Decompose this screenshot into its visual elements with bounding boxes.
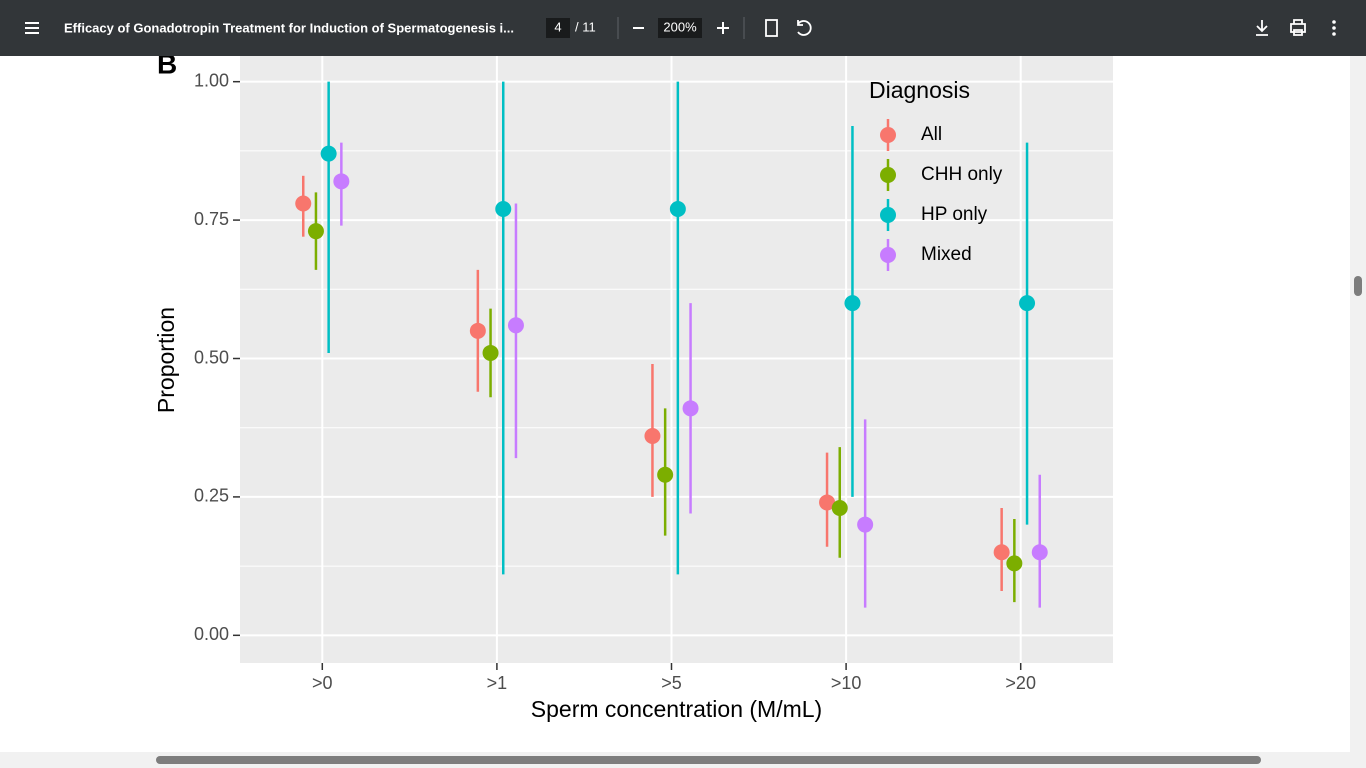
download[interactable] — [1256, 20, 1268, 36]
point — [320, 145, 337, 162]
x-tick-label: >5 — [661, 673, 682, 693]
point — [831, 499, 848, 516]
x-tick-label: >20 — [1005, 673, 1036, 693]
zoom-in[interactable] — [717, 22, 729, 34]
x-tick-label: >0 — [312, 673, 333, 693]
zoom-input[interactable] — [658, 18, 702, 38]
point — [682, 400, 699, 417]
point — [482, 344, 499, 361]
legend-title: Diagnosis — [869, 77, 970, 103]
point — [993, 544, 1010, 561]
legend-label: All — [921, 124, 942, 145]
page-count: / 11 — [575, 19, 596, 34]
y-tick-label: 0.50 — [194, 347, 229, 367]
rotate[interactable] — [797, 20, 812, 36]
legend-key — [880, 247, 896, 263]
page-number[interactable]: 4 — [554, 19, 561, 34]
legend-label: HP only — [921, 204, 988, 225]
point — [844, 295, 861, 312]
point — [1006, 555, 1023, 572]
chart: 0.00 0.25 0.50 0.75 1.00 >0 >1 >5 >10 >20 B Sperm c… — [153, 48, 1113, 722]
more-menu[interactable] — [1332, 20, 1336, 36]
point — [644, 428, 661, 445]
point — [507, 317, 524, 334]
menu-button[interactable] — [25, 22, 39, 34]
y-tick-label: 0.75 — [194, 209, 229, 229]
print[interactable] — [1290, 19, 1306, 36]
x-tick-label: >10 — [831, 673, 862, 693]
point — [819, 494, 836, 511]
legend-label: Mixed — [921, 244, 972, 265]
x-tick-label: >1 — [487, 673, 508, 693]
page-input[interactable] — [546, 18, 570, 38]
fit-page[interactable] — [765, 19, 778, 37]
point — [307, 223, 324, 240]
panel-label: B — [157, 48, 177, 79]
point — [495, 201, 512, 218]
y-tick-label: 1.00 — [194, 70, 229, 90]
document-title: Efficacy of Gonadotropin Treatment for I… — [64, 20, 514, 35]
point — [333, 173, 350, 190]
point — [469, 322, 486, 339]
point — [857, 516, 874, 533]
y-tick-label: 0.25 — [194, 486, 229, 506]
point — [295, 195, 312, 212]
legend-label: CHH only — [921, 164, 1003, 185]
scroll-thumb[interactable] — [156, 756, 1261, 764]
point — [669, 201, 686, 218]
point — [1019, 295, 1036, 312]
point — [1031, 544, 1048, 561]
legend-key — [880, 207, 896, 223]
point — [657, 466, 674, 483]
legend-key — [880, 167, 896, 183]
x-axis-title: Sperm concentration (M/mL) — [531, 696, 822, 722]
scroll-thumb[interactable] — [1354, 276, 1362, 296]
y-tick-label: 0.00 — [194, 624, 229, 644]
zoom-level[interactable]: 200% — [663, 19, 697, 34]
vertical-scrollbar[interactable] — [1350, 56, 1366, 768]
y-axis-title: Proportion — [153, 307, 179, 413]
legend-key — [880, 127, 896, 143]
